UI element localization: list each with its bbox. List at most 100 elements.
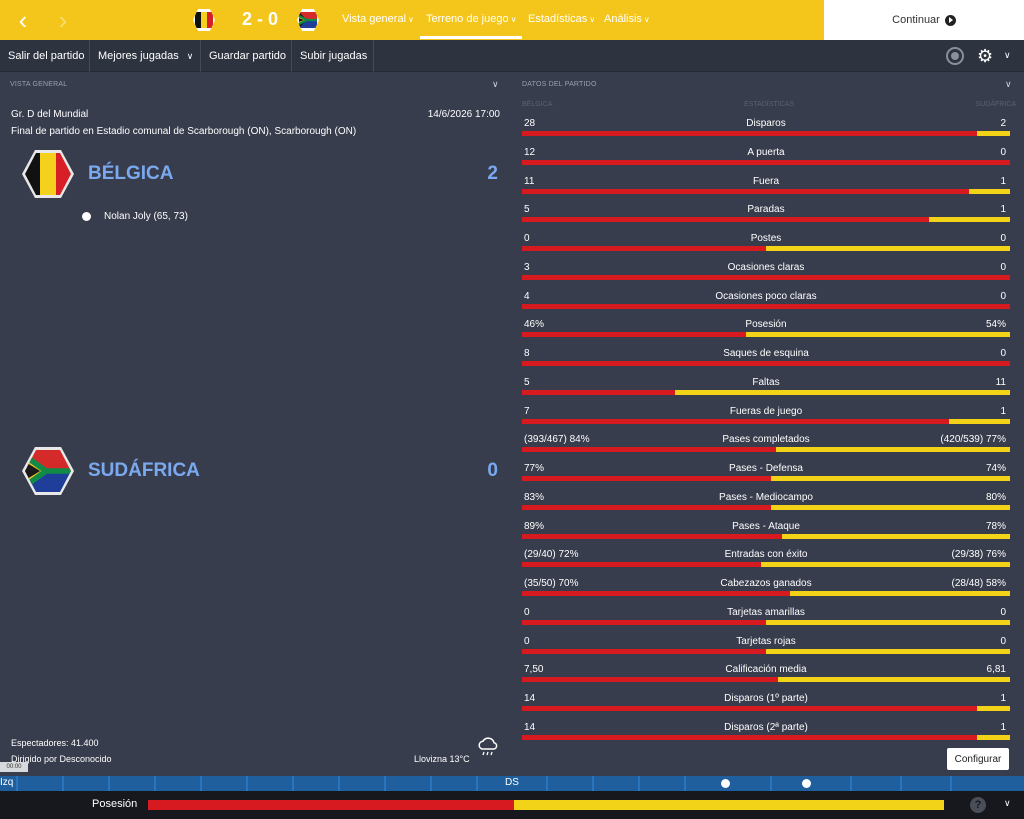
stat-away-value: 0: [1000, 290, 1006, 302]
away-team-name[interactable]: SUDÁFRICA: [88, 460, 200, 481]
timeline-left-label: Izq: [0, 777, 14, 788]
home-team-name[interactable]: BÉLGICA: [88, 163, 174, 184]
stat-comparison-bar: [522, 188, 1010, 194]
stat-label: Disparos (2ª parte): [724, 721, 808, 733]
collapse-chevron-icon[interactable]: ∨: [492, 79, 499, 89]
record-icon[interactable]: [946, 47, 964, 65]
stat-away-value: 78%: [985, 520, 1006, 532]
referee: Dirigido por Desconocido: [11, 754, 112, 764]
timeline-tick: [384, 776, 386, 791]
back-arrow-icon[interactable]: ‹: [18, 5, 28, 35]
stat-home-value: (393/467) 84%: [524, 434, 590, 446]
stat-comparison-bar: [522, 533, 1010, 539]
stat-away-value: 1: [1000, 693, 1006, 704]
stat-home-value: 89%: [524, 520, 545, 532]
gear-icon[interactable]: ⚙: [977, 46, 994, 66]
stat-away-value: 0: [1000, 233, 1006, 244]
goal-marker-icon[interactable]: [721, 779, 730, 788]
chevron-down-icon: ∨: [186, 50, 194, 61]
chevron-down-icon[interactable]: ∨: [1004, 798, 1011, 808]
save-match-button[interactable]: Guardar partido: [201, 40, 292, 72]
menu-analisis[interactable]: Análisis ∨: [604, 13, 650, 25]
stat-away-value: 1: [1000, 204, 1006, 216]
stat-home-value: (29/40) 72%: [524, 549, 579, 561]
stat-home-fill: [522, 591, 791, 596]
match-timeline[interactable]: Izq DS: [0, 776, 1024, 791]
continue-button[interactable]: Continuar: [824, 0, 1024, 40]
stat-label: Fueras de juego: [729, 405, 803, 417]
stat-home-fill: [522, 447, 776, 453]
possession-bar: [148, 800, 944, 810]
menu-terreno-de-juego[interactable]: Terreno de juego ∨: [426, 13, 517, 25]
stat-away-value: 74%: [985, 463, 1006, 474]
stat-label: Tarjetas amarillas: [727, 606, 805, 618]
match-data-heading: DATOS DEL PARTIDO: [522, 81, 597, 88]
help-icon[interactable]: ?: [970, 797, 986, 813]
stat-away-value: (29/38) 76%: [951, 549, 1006, 561]
stat-label: Pases completados: [722, 434, 810, 446]
active-menu-underline: [420, 36, 522, 39]
stat-label: Posesión: [745, 319, 787, 331]
stat-away-value: 0: [1000, 606, 1006, 618]
exit-match-button[interactable]: Salir del partido: [0, 40, 90, 72]
timeline-tick: [16, 776, 18, 791]
stat-label: Tarjetas rojas: [736, 635, 796, 647]
stat-home-value: 28: [524, 118, 536, 129]
stat-label: Entradas con éxito: [724, 549, 808, 561]
stat-home-fill: [522, 476, 771, 481]
configure-button[interactable]: Configurar: [947, 748, 1009, 770]
stat-away-value: 0: [1000, 146, 1006, 158]
stat-row: 0 Tarjetas amarillas 0: [522, 607, 1010, 635]
home-column-header: BÉLGICA: [522, 101, 553, 108]
competition-name: Gr. D del Mundial: [11, 109, 89, 120]
highlights-dropdown[interactable]: Mejores jugadas ∨: [90, 40, 201, 72]
timeline-tick: [850, 776, 852, 791]
chevron-down-icon[interactable]: ∨: [1004, 50, 1011, 60]
timeline-tick: [592, 776, 594, 791]
menu-estadisticas[interactable]: Estadísticas ∨: [528, 13, 596, 25]
stat-row: (393/467) 84% Pases completados (420/539) …: [522, 434, 1010, 462]
menu-vista-general[interactable]: Vista general ∨: [342, 13, 414, 25]
stat-home-value: 8: [524, 348, 530, 359]
stat-home-value: 77%: [524, 463, 545, 474]
stat-comparison-bar: [522, 303, 1010, 309]
stat-home-value: 7,50: [524, 664, 544, 676]
stat-comparison-bar: [522, 418, 1010, 424]
possession-label: Posesión: [92, 798, 138, 810]
stat-row: 28 Disparos 2: [522, 118, 1010, 146]
stat-label: Cabezazos ganados: [720, 578, 812, 589]
goal-marker-icon[interactable]: [802, 779, 811, 788]
stat-comparison-bar: [522, 591, 1010, 596]
stat-away-value: 0: [1000, 261, 1006, 273]
stat-row: (35/50) 70% Cabezazos ganados (28/48) 58%: [522, 578, 1010, 606]
stat-label: Ocasiones poco claras: [715, 290, 817, 302]
upload-highlights-button[interactable]: Subir jugadas: [292, 40, 374, 72]
stat-row: 4 Ocasiones poco claras 0: [522, 291, 1010, 319]
stat-home-fill: [522, 303, 1010, 309]
chevron-down-icon: ∨: [589, 15, 596, 24]
stat-comparison-bar: [522, 476, 1010, 481]
match-clock: 00:00: [0, 762, 28, 772]
stat-row: 12 A puerta 0: [522, 147, 1010, 175]
stat-home-value: 7: [524, 405, 530, 417]
south-africa-flag-icon: [22, 447, 74, 495]
forward-arrow-icon[interactable]: ›: [58, 5, 68, 35]
football-icon: [82, 212, 91, 221]
stat-row: 5 Paradas 1: [522, 204, 1010, 232]
top-bar: ‹ › 2 - 0 Vista general ∨ Terreno de jueg…: [0, 0, 1024, 40]
stat-away-value: 1: [1000, 721, 1006, 733]
goal-scorer: Nolan Joly (65, 73): [104, 211, 188, 222]
away-team-score: 0: [487, 460, 498, 481]
collapse-chevron-icon[interactable]: ∨: [1005, 79, 1012, 89]
stat-home-fill: [522, 619, 766, 625]
stat-away-value: 0: [1000, 348, 1006, 359]
stat-away-value: 1: [1000, 175, 1006, 187]
stat-label: Paradas: [747, 204, 785, 216]
timeline-tick: [900, 776, 902, 791]
south-africa-flag-icon: [297, 9, 319, 31]
overview-heading: VISTA GENERAL: [10, 81, 68, 88]
stat-home-value: 46%: [524, 319, 545, 331]
stat-row: 14 Disparos (2ª parte) 1: [522, 722, 1010, 750]
stat-label: Saques de esquina: [723, 348, 809, 359]
stat-label: Pases - Mediocampo: [719, 491, 813, 503]
